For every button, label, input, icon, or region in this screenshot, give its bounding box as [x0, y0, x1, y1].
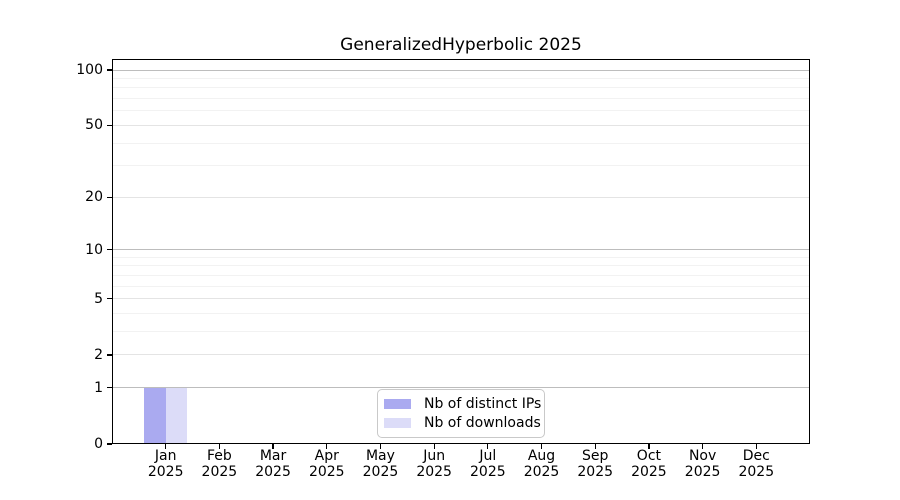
- x-tick: [755, 444, 757, 449]
- gridline-8: [113, 265, 809, 267]
- x-tick-month: Mar: [259, 448, 287, 464]
- x-tick-month: Oct: [636, 448, 662, 464]
- x-tick-month: Apr: [314, 448, 339, 464]
- gridline-6: [113, 285, 809, 287]
- legend-item: Nb of downloads: [384, 415, 541, 431]
- gridline-10: [113, 249, 809, 251]
- x-tick-month: Jun: [423, 448, 446, 464]
- y-tick: [107, 196, 112, 198]
- legend-label: Nb of distinct IPs: [424, 396, 542, 412]
- x-tick-year: 2025: [147, 464, 184, 480]
- x-tick-label: Aug 2025: [515, 448, 569, 480]
- x-tick-month: Aug: [527, 448, 556, 464]
- gridline-30: [113, 165, 809, 167]
- x-tick-year: 2025: [255, 464, 291, 480]
- gridline-90: [113, 77, 809, 79]
- x-tick: [218, 444, 220, 449]
- x-tick-year: 2025: [684, 464, 721, 480]
- x-tick-label: Apr 2025: [300, 448, 354, 480]
- x-tick-month: Jan: [154, 448, 177, 464]
- legend-swatch-downloads: [384, 418, 411, 428]
- gridline-60: [113, 110, 809, 112]
- x-tick: [487, 444, 489, 449]
- legend-item: Nb of distinct IPs: [384, 396, 542, 412]
- gridline-40: [113, 142, 809, 144]
- y-tick: [107, 298, 112, 300]
- gridline-100: [113, 69, 809, 71]
- gridline-3: [113, 331, 809, 333]
- x-tick: [702, 444, 704, 449]
- y-tick-label: 20: [85, 189, 103, 206]
- x-tick-label: Jun 2025: [407, 448, 461, 480]
- x-tick-year: 2025: [362, 464, 399, 480]
- bar-distinct-ips-Jan: [144, 387, 166, 443]
- x-tick-label: May 2025: [354, 448, 408, 480]
- x-tick-year: 2025: [523, 464, 560, 480]
- x-tick: [272, 444, 274, 449]
- gridline-80: [113, 87, 809, 89]
- x-tick-label: Dec 2025: [729, 448, 783, 480]
- x-tick-year: 2025: [308, 464, 345, 480]
- y-tick-label: 1: [94, 379, 103, 396]
- gridline-1: [113, 387, 809, 389]
- y-tick: [107, 443, 112, 445]
- x-tick-label: Feb 2025: [193, 448, 247, 480]
- y-tick-label: 100: [76, 62, 103, 78]
- x-tick-label: Oct 2025: [622, 448, 676, 480]
- x-tick: [540, 444, 543, 449]
- y-tick: [107, 124, 112, 126]
- y-tick: [107, 354, 112, 356]
- y-tick: [107, 387, 112, 389]
- x-tick: [648, 444, 650, 449]
- x-tick-label: Nov 2025: [676, 448, 730, 480]
- gridline-2: [113, 354, 809, 356]
- plot-area: [112, 59, 810, 444]
- x-tick-month: Sep: [582, 448, 609, 464]
- x-tick-month: Feb: [206, 448, 232, 464]
- x-tick: [165, 444, 167, 449]
- x-tick-year: 2025: [738, 464, 775, 480]
- x-tick-year: 2025: [631, 464, 667, 480]
- gridline-7: [113, 274, 809, 276]
- x-tick-label: Jul 2025: [461, 448, 515, 480]
- y-tick-label: 50: [85, 117, 103, 134]
- x-tick-year: 2025: [577, 464, 614, 480]
- gridline-4: [113, 313, 809, 315]
- y-tick-label: 2: [94, 346, 103, 363]
- chart-title: GeneralizedHyperbolic 2025: [340, 35, 582, 55]
- gridline-50: [113, 124, 809, 126]
- y-tick-label: 5: [94, 290, 103, 307]
- x-tick-year: 2025: [201, 464, 238, 480]
- legend-label: Nb of downloads: [424, 415, 541, 431]
- y-tick-label: 0: [94, 436, 103, 452]
- x-tick-month: Dec: [742, 448, 770, 464]
- x-tick: [433, 444, 435, 449]
- legend: Nb of distinct IPs Nb of downloads: [377, 389, 545, 438]
- gridline-70: [113, 98, 809, 100]
- x-tick-month: Jul: [479, 448, 497, 464]
- x-tick: [594, 444, 596, 449]
- x-tick-label: Mar 2025: [246, 448, 300, 480]
- bar-downloads-Jan: [165, 387, 188, 443]
- y-tick: [107, 249, 112, 251]
- y-tick-label: 10: [85, 241, 103, 258]
- x-tick: [379, 444, 382, 449]
- gridline-20: [113, 196, 809, 198]
- x-tick: [326, 444, 328, 449]
- x-tick-month: Nov: [688, 448, 717, 464]
- x-tick-year: 2025: [416, 464, 452, 480]
- x-tick-label: Jan 2025: [139, 448, 193, 480]
- gridline-5: [113, 298, 809, 300]
- y-tick: [107, 69, 112, 71]
- x-tick-year: 2025: [470, 464, 506, 480]
- x-tick-label: Sep 2025: [568, 448, 622, 480]
- legend-swatch-distinct-ips: [384, 399, 411, 409]
- gridline-9: [113, 256, 809, 258]
- x-tick-month: May: [365, 448, 395, 464]
